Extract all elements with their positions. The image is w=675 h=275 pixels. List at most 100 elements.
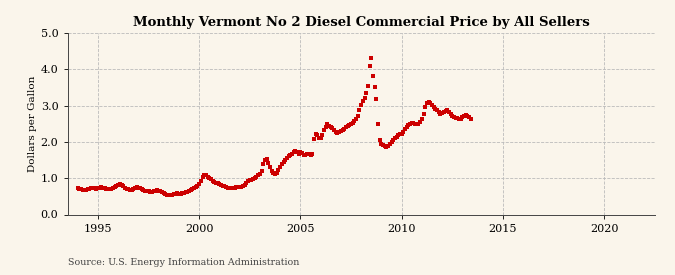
Point <box>304 151 315 156</box>
Point <box>148 189 159 194</box>
Point <box>160 192 171 196</box>
Point <box>354 108 365 112</box>
Point <box>211 180 221 185</box>
Point <box>248 177 259 181</box>
Point <box>104 187 115 192</box>
Point <box>339 127 350 131</box>
Point <box>317 133 327 137</box>
Point <box>246 177 256 182</box>
Point <box>437 111 448 115</box>
Point <box>376 142 387 146</box>
Point <box>300 152 310 157</box>
Point <box>106 187 117 191</box>
Point <box>239 183 250 187</box>
Point <box>134 186 145 191</box>
Point <box>163 193 174 197</box>
Point <box>327 126 338 130</box>
Point <box>362 83 373 88</box>
Point <box>234 184 245 189</box>
Point <box>446 112 456 117</box>
Point <box>89 186 100 190</box>
Point <box>224 186 235 190</box>
Point <box>427 103 437 107</box>
Point <box>386 140 397 144</box>
Point <box>265 165 275 169</box>
Point <box>331 130 341 134</box>
Point <box>337 128 348 133</box>
Point <box>389 136 400 141</box>
Point <box>456 117 466 122</box>
Point <box>82 187 93 191</box>
Point <box>94 185 105 190</box>
Point <box>144 189 155 194</box>
Point <box>466 117 477 121</box>
Point <box>387 138 398 142</box>
Point <box>185 188 196 192</box>
Point <box>335 129 346 133</box>
Point <box>188 186 200 191</box>
Point <box>423 100 434 104</box>
Point <box>175 192 186 196</box>
Point <box>162 192 173 197</box>
Point <box>296 151 307 155</box>
Point <box>308 137 319 141</box>
Point <box>101 187 112 191</box>
Point <box>367 74 378 78</box>
Point <box>273 168 284 172</box>
Point <box>173 192 184 196</box>
Point <box>325 125 336 129</box>
Point <box>81 188 92 192</box>
Point <box>352 114 363 118</box>
Point <box>275 165 286 169</box>
Point <box>217 184 228 188</box>
Point <box>393 133 404 138</box>
Point <box>99 186 110 191</box>
Point <box>153 188 164 193</box>
Point <box>448 115 459 119</box>
Point <box>111 184 122 188</box>
Point <box>315 135 326 140</box>
Point <box>464 115 475 119</box>
Point <box>266 169 277 173</box>
Point <box>214 182 225 186</box>
Title: Monthly Vermont No 2 Diesel Commercial Price by All Sellers: Monthly Vermont No 2 Diesel Commercial P… <box>133 16 589 29</box>
Point <box>263 161 274 165</box>
Point <box>433 110 444 114</box>
Point <box>197 175 208 180</box>
Point <box>117 184 128 188</box>
Point <box>302 151 313 156</box>
Point <box>250 176 261 180</box>
Point <box>244 178 255 183</box>
Point <box>360 91 371 95</box>
Point <box>377 143 388 147</box>
Point <box>79 188 90 192</box>
Point <box>92 186 103 191</box>
Point <box>103 187 113 192</box>
Point <box>371 97 382 101</box>
Point <box>198 172 209 177</box>
Point <box>157 190 167 194</box>
Point <box>97 185 108 190</box>
Point <box>172 191 183 196</box>
Point <box>130 186 140 190</box>
Point <box>425 101 436 105</box>
Point <box>231 185 242 189</box>
Point <box>261 157 272 161</box>
Point <box>133 185 144 190</box>
Point <box>91 186 102 191</box>
Point <box>123 187 134 191</box>
Point <box>344 123 355 127</box>
Point <box>258 162 269 167</box>
Point <box>286 151 297 156</box>
Point <box>76 187 86 192</box>
Point <box>155 189 165 194</box>
Point <box>195 179 206 183</box>
Point <box>233 184 244 189</box>
Point <box>324 123 335 128</box>
Point <box>256 169 267 173</box>
Point <box>379 144 390 148</box>
Point <box>84 186 95 191</box>
Point <box>251 175 262 179</box>
Point <box>107 186 119 191</box>
Point <box>290 149 301 153</box>
